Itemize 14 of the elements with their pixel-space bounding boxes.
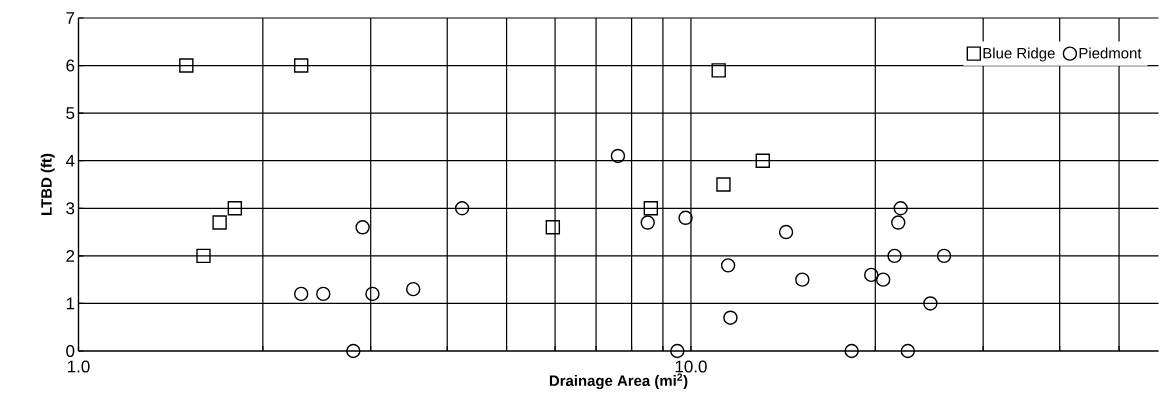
y-tick-label: 2 bbox=[66, 249, 75, 262]
x-axis-title: Drainage Area (mi$^{2}$) bbox=[549, 373, 688, 390]
y-tick-label: 5 bbox=[66, 107, 75, 120]
x-tick-label: 10.0 bbox=[675, 360, 707, 373]
y-tick-label: 3 bbox=[66, 202, 75, 215]
y-tick-label: 0 bbox=[66, 345, 75, 357]
y-tick-label: 4 bbox=[65, 154, 75, 167]
y-tick-label: 1 bbox=[66, 297, 75, 310]
y-tick-label: 6 bbox=[66, 59, 75, 72]
legend-label: Blue Ridge bbox=[983, 47, 1055, 62]
x-tick-label: 1.0 bbox=[68, 360, 90, 373]
y-axis-title: LTBD (ft) bbox=[40, 153, 55, 215]
legend-label: Piedmont bbox=[1079, 47, 1142, 59]
y-tick-label: 7 bbox=[66, 12, 75, 24]
